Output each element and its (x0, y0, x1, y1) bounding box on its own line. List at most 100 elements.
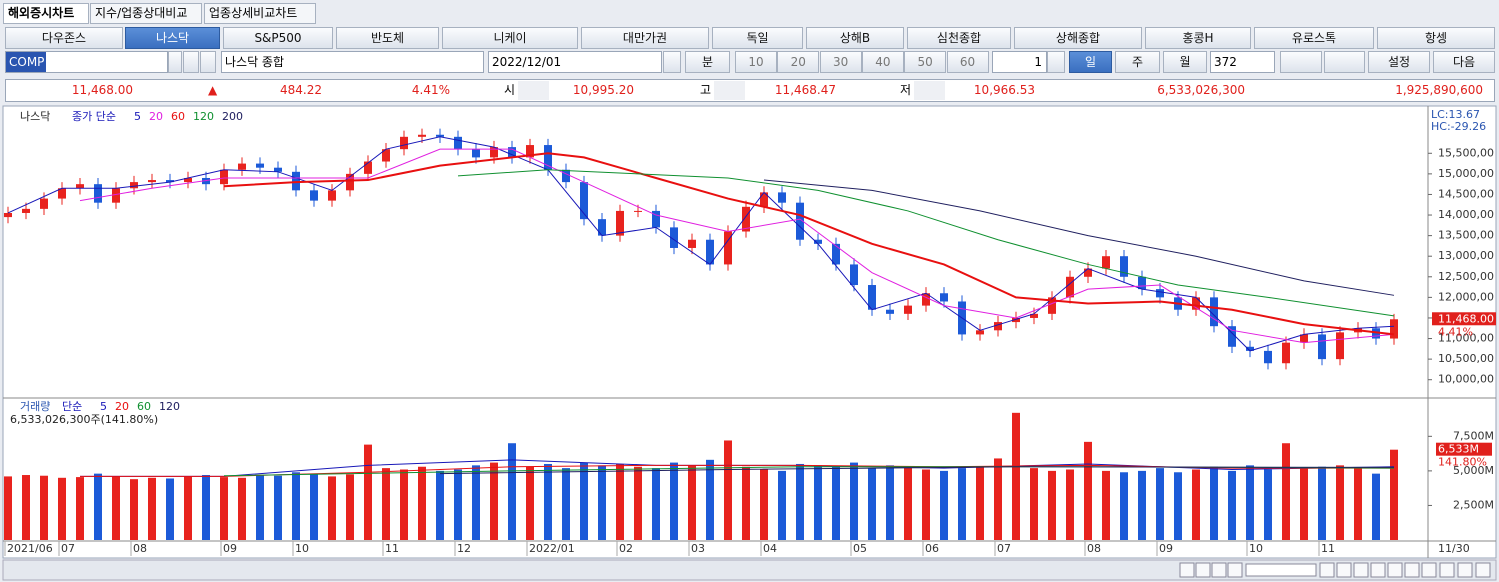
volume-bar (940, 470, 948, 540)
period-button[interactable]: 20 (777, 51, 820, 73)
x-end-label: 11/30 (1438, 542, 1470, 555)
candle-body (184, 177, 192, 183)
market-button[interactable]: 항셍 (1377, 27, 1495, 49)
scroll-button[interactable] (1457, 562, 1473, 578)
scroll-button[interactable] (1421, 562, 1437, 578)
scroll-button[interactable] (1227, 562, 1243, 578)
scroll-button[interactable] (1439, 562, 1455, 578)
volume-bar (472, 465, 480, 540)
count-dropdown[interactable] (1047, 51, 1065, 73)
next-button[interactable]: 다음 (1433, 51, 1495, 73)
volume-bar (886, 465, 894, 540)
candle-body (544, 145, 552, 170)
week-button[interactable]: 주 (1115, 51, 1160, 73)
candle-body (904, 305, 912, 314)
scroll-button[interactable] (1475, 562, 1491, 578)
calendar-button[interactable] (663, 51, 681, 73)
scroll-button[interactable] (1370, 562, 1386, 578)
candle-body (112, 188, 120, 203)
volume-bar (868, 468, 876, 540)
volume-bar (616, 463, 624, 540)
market-button[interactable]: 니케이 (442, 27, 578, 49)
candle-body (1282, 342, 1290, 364)
legend-prefix: 종가 단순 (72, 110, 116, 123)
candle-body (22, 208, 30, 213)
ma-line (763, 179, 1395, 296)
candle-body (976, 330, 984, 335)
period-button[interactable]: 60 (946, 51, 989, 73)
scroll-button[interactable] (1211, 562, 1227, 578)
scroll-button[interactable] (1195, 562, 1211, 578)
tool-button[interactable] (1324, 51, 1365, 73)
eng-button[interactable] (200, 51, 216, 73)
market-button[interactable]: 대만가권 (581, 27, 709, 49)
quote-open: 10,995.20 (572, 83, 634, 97)
x-tick-label: 11 (385, 542, 399, 555)
tab[interactable]: 업종상세비교차트 (204, 3, 316, 24)
candle-body (58, 188, 66, 199)
quote-label: 고 (700, 81, 745, 100)
market-button[interactable]: 반도체 (336, 27, 439, 49)
market-button[interactable]: 독일 (712, 27, 803, 49)
quote-amount: 1,925,890,600 (1395, 83, 1483, 97)
quote-label: 저 (900, 81, 945, 100)
scroll-button[interactable] (1319, 562, 1335, 578)
candle-body (454, 136, 462, 150)
volume-bar (724, 440, 732, 540)
candle-body (40, 198, 48, 209)
candle-body (508, 147, 516, 158)
search-button[interactable] (183, 51, 199, 73)
candle-body (382, 149, 390, 162)
settings-button[interactable]: 설정 (1368, 51, 1430, 73)
period-button[interactable]: 30 (819, 51, 862, 73)
month-button[interactable]: 월 (1163, 51, 1207, 73)
period-button[interactable]: 40 (861, 51, 904, 73)
candle-body (94, 184, 102, 203)
market-button[interactable]: S&P500 (223, 27, 333, 49)
day-button[interactable]: 일 (1069, 51, 1112, 73)
volume-bar (1120, 472, 1128, 540)
symbol-input[interactable]: COMP (5, 51, 168, 73)
count-select[interactable]: 1 (992, 51, 1047, 73)
scroll-button[interactable] (1336, 562, 1352, 578)
legend-item: 5 (100, 400, 107, 413)
tab[interactable]: 지수/업종상대비교 (90, 3, 202, 24)
scroll-button[interactable] (1387, 562, 1403, 578)
market-button[interactable]: 나스닥 (125, 27, 220, 49)
candle-body (1318, 334, 1326, 360)
scroll-controls[interactable] (1179, 562, 1491, 578)
ma-line (439, 466, 1395, 475)
unit-button[interactable]: 분 (685, 51, 730, 73)
market-button[interactable]: 다우존스 (5, 27, 123, 49)
market-button[interactable]: 홍콩H (1145, 27, 1251, 49)
candle-body (1390, 319, 1398, 339)
scroll-button[interactable] (1404, 562, 1420, 578)
candle-body (310, 190, 318, 201)
tool-button[interactable] (1280, 51, 1322, 73)
y-tick-label: 14,500,00 (1438, 187, 1494, 200)
volume-bar (526, 466, 534, 540)
volume-bar (400, 469, 408, 540)
candle-body (814, 239, 822, 244)
market-button[interactable]: 상해B (806, 27, 904, 49)
market-button[interactable]: 상해종합 (1014, 27, 1142, 49)
volume-bar (1192, 469, 1200, 540)
count-box[interactable]: 372 (1210, 51, 1275, 73)
market-button[interactable]: 심천종합 (907, 27, 1011, 49)
y-tick-label: 11,000,00 (1438, 332, 1494, 345)
dropdown[interactable] (168, 51, 182, 73)
volume-bar (1156, 468, 1164, 540)
scroll-button[interactable] (1353, 562, 1369, 578)
scroll-button[interactable] (1179, 562, 1195, 578)
candle-body (922, 293, 930, 306)
period-button[interactable]: 50 (904, 51, 947, 73)
date-box[interactable]: 2022/12/01 (488, 51, 662, 73)
x-tick-label: 08 (133, 542, 147, 555)
candle-body (706, 239, 714, 265)
period-button[interactable]: 10 (735, 51, 777, 73)
x-tick-label: 10 (295, 542, 309, 555)
market-button[interactable]: 유로스톡 (1254, 27, 1374, 49)
tab[interactable]: 해외증시차트 (3, 3, 89, 24)
x-tick-label: 12 (457, 542, 471, 555)
